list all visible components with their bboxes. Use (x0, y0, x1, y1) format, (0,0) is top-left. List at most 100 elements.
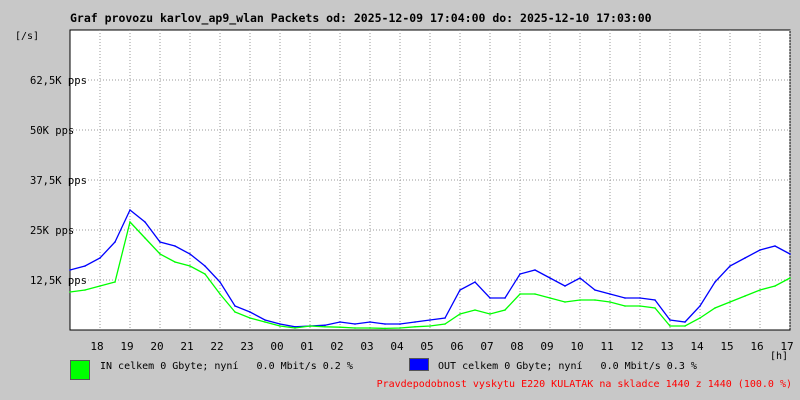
data-point-in (384, 327, 386, 330)
plot-area (69, 29, 791, 331)
data-point-in (279, 325, 281, 327)
data-point-out (429, 319, 431, 321)
data-point-in (249, 317, 251, 319)
data-point-in (324, 326, 326, 328)
data-point-out (534, 269, 536, 271)
data-point-in (219, 293, 221, 295)
data-point-in (774, 285, 776, 287)
data-point-out (144, 221, 146, 223)
data-point-in (174, 261, 176, 263)
data-point-out (159, 241, 161, 243)
x-tick-label: 02 (330, 340, 343, 353)
x-tick-label: 08 (510, 340, 523, 353)
data-point-out (729, 265, 731, 267)
x-tick-label: 03 (360, 340, 373, 353)
data-point-in (549, 297, 551, 299)
y-tick-label: 25K pps (30, 225, 74, 237)
data-point-in (159, 253, 161, 255)
x-tick-label: 23 (240, 340, 253, 353)
y-tick-label: 62,5K pps (30, 75, 87, 87)
x-tick-label: 14 (690, 340, 704, 353)
x-tick-label: 07 (480, 340, 493, 353)
data-point-out (609, 293, 611, 295)
data-point-out (384, 323, 386, 325)
data-point-in (714, 307, 716, 309)
data-point-out (249, 311, 251, 313)
x-tick-label: 15 (720, 340, 733, 353)
data-point-out (174, 245, 176, 247)
data-point-out (549, 277, 551, 279)
data-point-out (234, 305, 236, 307)
data-point-in (504, 309, 506, 311)
data-point-out (294, 326, 296, 328)
x-tick-label: 21 (180, 340, 193, 353)
y-tick-label: 12,5K pps (30, 275, 87, 287)
data-point-out (279, 323, 281, 325)
y-axis-unit: [/s] (15, 31, 40, 42)
data-point-in (579, 299, 581, 301)
data-point-in (69, 291, 71, 293)
x-tick-label: 10 (570, 340, 583, 353)
x-tick-label: 18 (90, 340, 103, 353)
x-tick-label: 06 (450, 340, 463, 353)
data-point-in (429, 325, 431, 327)
data-point-in (534, 293, 536, 295)
x-tick-label: 05 (420, 340, 433, 353)
legend-out-swatch (409, 358, 429, 371)
data-point-out (489, 297, 491, 299)
data-point-out (654, 299, 656, 301)
data-point-in (414, 326, 416, 328)
data-point-out (264, 319, 266, 321)
x-tick-label: 16 (750, 340, 763, 353)
data-point-out (114, 241, 116, 243)
x-tick-label: 19 (120, 340, 133, 353)
series-in-line (69, 220, 791, 330)
data-point-in (474, 309, 476, 311)
data-point-out (369, 321, 371, 323)
series-out-line (69, 208, 791, 328)
chart-title: Graf provozu karlov_ap9_wlan Packets od:… (70, 11, 652, 25)
x-tick-label: 09 (540, 340, 553, 353)
data-point-out (444, 317, 446, 319)
x-axis-unit: [h] (770, 351, 789, 362)
data-point-out (99, 257, 101, 259)
footer-note: Pravdepodobnost vyskytu E220 KULATAK na … (376, 379, 792, 390)
data-point-out (339, 321, 341, 323)
data-point-in (204, 273, 206, 275)
data-point-out (669, 319, 671, 321)
data-point-in (234, 311, 236, 313)
data-point-out (624, 297, 626, 299)
x-tick-label: 01 (300, 340, 313, 353)
data-point-in (684, 325, 686, 327)
data-point-out (354, 323, 356, 325)
data-point-out (699, 305, 701, 307)
data-point-out (399, 323, 401, 325)
data-point-in (669, 325, 671, 327)
data-point-out (759, 249, 761, 251)
x-tick-label: 11 (600, 340, 613, 353)
data-point-in (84, 289, 86, 291)
data-point-in (519, 293, 521, 295)
data-point-out (684, 321, 686, 323)
data-point-in (789, 277, 791, 279)
data-point-in (189, 265, 191, 267)
data-point-out (714, 281, 716, 283)
y-tick-label: 37,5K pps (30, 175, 87, 187)
data-point-in (729, 301, 731, 303)
data-point-out (594, 289, 596, 291)
data-point-out (189, 253, 191, 255)
legend-in-label: IN celkem 0 Gbyte; nyní 0.0 Mbit/s 0.2 % (100, 361, 353, 372)
data-point-out (204, 265, 206, 267)
data-point-out (324, 324, 326, 327)
x-tick-label: 00 (270, 340, 283, 353)
data-point-in (369, 327, 371, 329)
legend-in-swatch (70, 360, 90, 380)
data-point-in (594, 299, 596, 301)
data-point-in (639, 305, 641, 307)
legend-out-label: OUT celkem 0 Gbyte; nyní 0.0 Mbit/s 0.3 … (438, 361, 697, 372)
x-tick-label: 13 (660, 340, 673, 353)
data-point-in (129, 221, 131, 223)
x-tick-label: 04 (390, 340, 404, 353)
